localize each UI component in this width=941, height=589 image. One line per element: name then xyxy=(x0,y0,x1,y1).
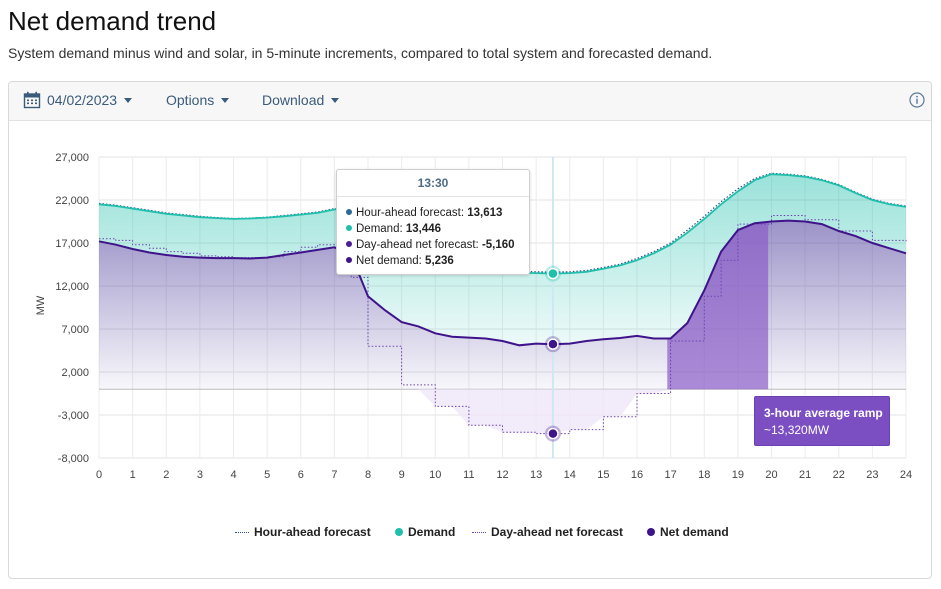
y-tick-label: 27,000 xyxy=(55,152,89,164)
date-picker-button[interactable]: 04/02/2023 xyxy=(23,91,133,109)
legend-label: Day-ahead net forecast xyxy=(491,525,624,539)
x-tick-label: 0 xyxy=(96,469,102,481)
y-tick-label: -3,000 xyxy=(58,410,89,422)
x-tick-label: 20 xyxy=(765,469,777,481)
x-tick-label: 2 xyxy=(163,469,169,481)
x-tick-label: 14 xyxy=(564,469,576,481)
demand-marker xyxy=(547,267,559,280)
y-tick-label: 12,000 xyxy=(55,281,89,293)
tooltip-value: -5,160 xyxy=(481,239,515,251)
page-title: Net demand trend xyxy=(8,6,217,36)
y-tick-label: 7,000 xyxy=(61,324,89,336)
y-tick-label: 2,000 xyxy=(61,367,89,379)
date-label: 04/02/2023 xyxy=(47,92,118,108)
x-tick-label: 10 xyxy=(429,469,441,481)
x-tick-label: 19 xyxy=(732,469,744,481)
calendar-icon xyxy=(23,91,41,109)
tooltip-row: Day-ahead net forecast: -5,160 xyxy=(337,237,529,253)
tooltip-value: 13,446 xyxy=(405,223,442,235)
tooltip-time: 13:30 xyxy=(337,170,529,197)
page-subtitle: System demand minus wind and solar, in 5… xyxy=(8,45,713,61)
day-ahead-area xyxy=(99,389,906,434)
series-dot-icon xyxy=(346,241,352,247)
day-ahead-net-forecast-line xyxy=(99,215,907,435)
x-tick-label: 1 xyxy=(130,469,136,481)
series-dot-icon xyxy=(346,257,352,263)
chart-legend: Hour-ahead forecast Demand Day-ahead net f… xyxy=(0,525,941,543)
ramp-highlight xyxy=(667,221,769,390)
chart-toolbar: 04/02/2023 Options Download xyxy=(9,82,931,121)
tooltip-label: Demand: xyxy=(356,223,406,235)
legend-item[interactable]: Day-ahead net forecast xyxy=(472,525,623,539)
x-tick-label: 22 xyxy=(833,469,845,481)
options-dropdown[interactable]: Options xyxy=(166,92,230,108)
tooltip-row: Demand: 13,446 xyxy=(337,221,529,237)
ramp-annotation: 3-hour average ramp ~13,320MW xyxy=(754,396,890,446)
ramp-value: ~13,320MW xyxy=(764,423,830,437)
x-tick-label: 24 xyxy=(900,469,912,481)
x-tick-label: 6 xyxy=(298,469,304,481)
ramp-window-area xyxy=(667,221,769,390)
x-tick-label: 3 xyxy=(197,469,203,481)
net-demand-marker xyxy=(547,338,559,350)
tooltip-rows: Hour-ahead forecast: 13,613 Demand: 13,44… xyxy=(337,197,529,269)
x-tick-label: 5 xyxy=(264,469,270,481)
legend-label: Net demand xyxy=(660,525,729,539)
demand-area xyxy=(99,174,906,346)
legend-item[interactable]: Hour-ahead forecast xyxy=(235,525,371,539)
legend-swatch-icon xyxy=(395,528,403,536)
y-axis-title: MW xyxy=(35,295,47,315)
tooltip-value: 13,613 xyxy=(467,207,503,219)
series-dot-icon xyxy=(346,209,352,215)
day-ahead-marker xyxy=(547,427,559,440)
options-label: Options xyxy=(166,92,215,108)
legend-swatch-icon xyxy=(472,531,486,533)
x-tick-label: 18 xyxy=(698,469,710,481)
chevron-down-icon xyxy=(124,97,133,103)
legend-label: Demand xyxy=(408,525,456,539)
y-tick-label: 22,000 xyxy=(55,195,89,207)
download-dropdown[interactable]: Download xyxy=(262,92,340,108)
series-dot-icon xyxy=(346,225,352,231)
x-tick-label: 16 xyxy=(631,469,643,481)
legend-swatch-icon xyxy=(647,528,655,536)
net-demand-line xyxy=(98,219,907,347)
x-tick-label: 13 xyxy=(530,469,542,481)
tooltip-value: 5,236 xyxy=(425,255,454,267)
ramp-title: 3-hour average ramp xyxy=(764,406,883,420)
x-tick-label: 12 xyxy=(496,469,508,481)
tooltip-label: Day-ahead net forecast: xyxy=(356,239,482,251)
y-tick-label: -8,000 xyxy=(58,453,89,465)
chevron-down-icon xyxy=(331,97,340,103)
x-tick-label: 23 xyxy=(866,469,878,481)
legend-label: Hour-ahead forecast xyxy=(254,525,371,539)
tooltip-row: Net demand: 5,236 xyxy=(337,253,529,269)
legend-swatch-icon xyxy=(235,531,249,533)
hover-markers xyxy=(544,265,561,442)
x-tick-label: 15 xyxy=(597,469,609,481)
tooltip-label: Hour-ahead forecast: xyxy=(356,207,468,219)
legend-item[interactable]: Demand xyxy=(395,525,455,539)
axes: 27,000 22,000 17,000 12,000 7,000 2,000 -3,000… xyxy=(35,152,912,481)
x-tick-label: 17 xyxy=(665,469,677,481)
x-tick-label: 11 xyxy=(463,469,474,481)
x-tick-label: 4 xyxy=(230,469,236,481)
info-icon[interactable] xyxy=(909,92,925,108)
chart-tooltip: 13:30 Hour-ahead forecast: 13,613 Demand:… xyxy=(336,169,530,275)
x-tick-label: 21 xyxy=(799,469,811,481)
x-tick-label: 8 xyxy=(365,469,371,481)
chevron-down-icon xyxy=(221,97,230,103)
legend-item[interactable]: Net demand xyxy=(647,525,729,539)
x-tick-label: 7 xyxy=(331,469,337,481)
tooltip-label: Net demand: xyxy=(356,255,426,267)
download-label: Download xyxy=(262,92,325,108)
x-tick-label: 9 xyxy=(399,469,405,481)
tooltip-row: Hour-ahead forecast: 13,613 xyxy=(337,205,529,221)
y-tick-label: 17,000 xyxy=(55,238,89,250)
